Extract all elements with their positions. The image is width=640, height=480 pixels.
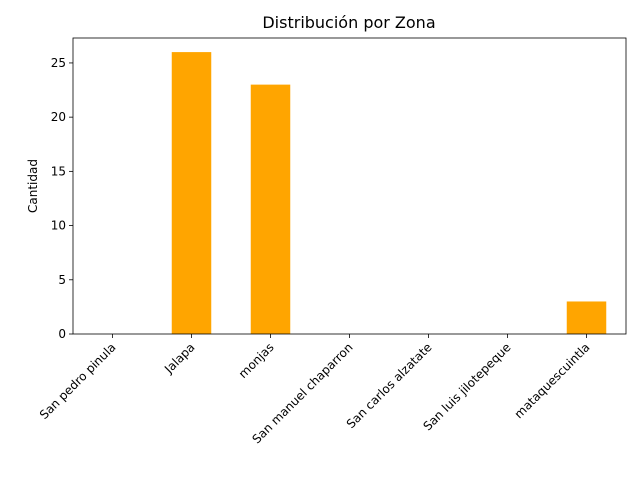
y-tick-label: 5 (58, 273, 66, 287)
x-tick-label: San luis jilotepeque (420, 340, 513, 433)
y-tick-label: 20 (51, 110, 66, 124)
bar-mataquescuintla (566, 301, 607, 334)
bar-jalapa (171, 52, 212, 334)
x-tick-label: San pedro pinula (37, 340, 119, 422)
y-tick-label: 10 (51, 219, 66, 233)
y-tick-label: 25 (51, 56, 66, 70)
x-tick-label: Jalapa (161, 340, 197, 376)
plot-area: 0 5 10 15 20 25 San pedro pinula Jalapa monjas S… (37, 37, 627, 446)
plot-frame (72, 37, 627, 335)
bar-monjas (250, 84, 291, 334)
x-tick-label: San carlos alzatate (344, 340, 435, 431)
y-tick-label: 15 (51, 164, 66, 178)
x-tick-label: mataquescuintla (512, 340, 593, 421)
y-axis-label: Cantidad (26, 159, 40, 213)
y-tick-label: 0 (58, 327, 66, 341)
chart-title: Distribución por Zona (262, 13, 435, 32)
bars (171, 52, 607, 334)
x-tick-label: monjas (236, 340, 277, 381)
y-axis-ticks: 0 5 10 15 20 25 (51, 56, 73, 341)
